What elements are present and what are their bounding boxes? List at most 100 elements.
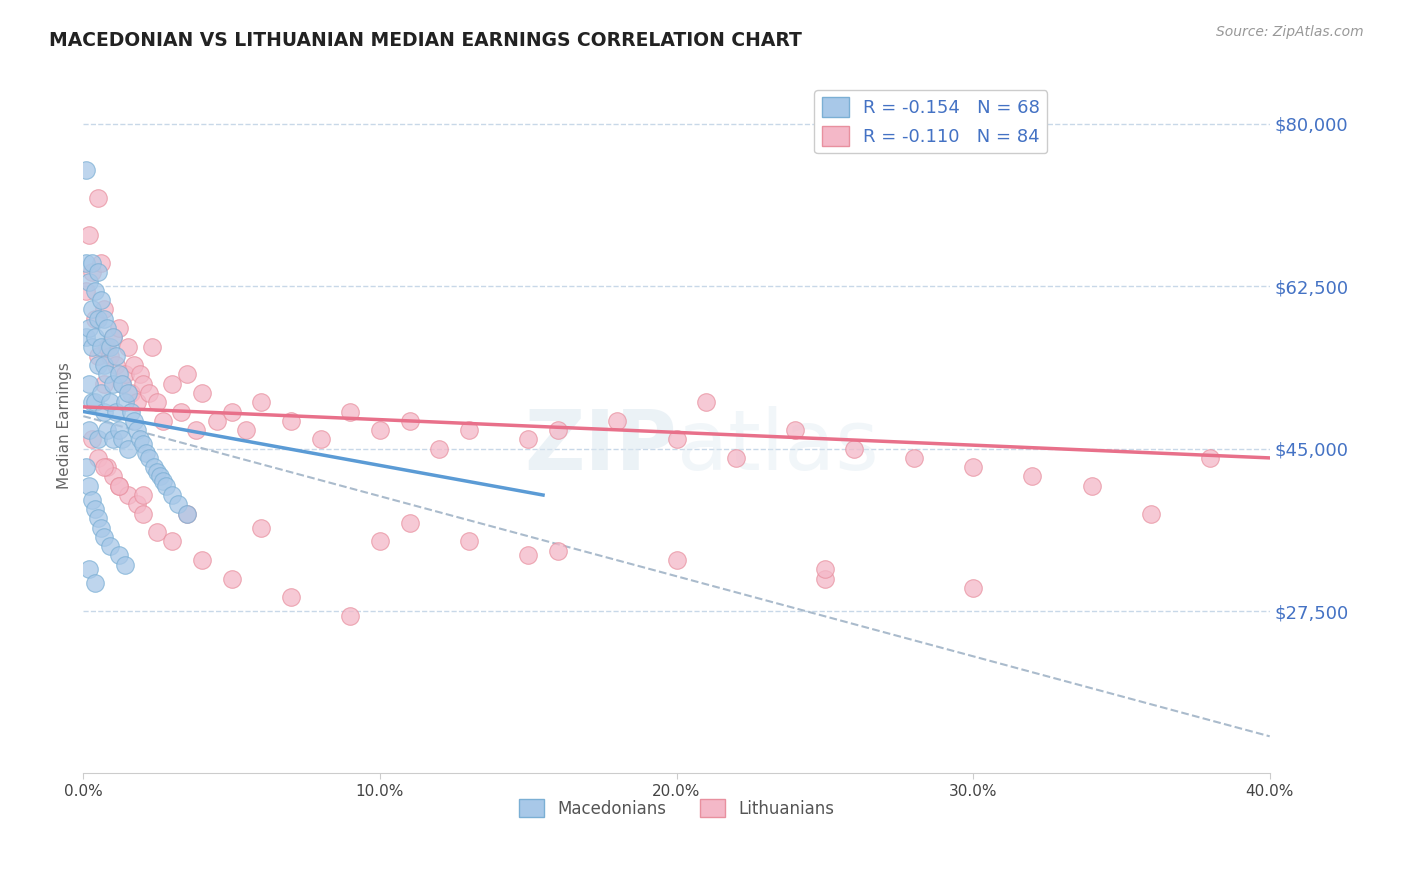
Point (82, 395, 104, 409)
Point (117, 442, 139, 456)
Point (117, 386, 139, 401)
Point (131, 437, 153, 451)
Point (111, 433, 134, 447)
Point (96, 321, 118, 335)
Point (108, 321, 131, 335)
Point (155, 479, 177, 493)
Point (457, 423, 479, 437)
Point (368, 423, 391, 437)
Point (82, 265, 104, 279)
Point (96, 368, 118, 382)
Point (814, 562, 837, 576)
Point (962, 581, 984, 595)
Point (205, 414, 228, 428)
Text: MACEDONIAN VS LITHUANIAN MEDIAN EARNINGS CORRELATION CHART: MACEDONIAN VS LITHUANIAN MEDIAN EARNINGS… (49, 31, 801, 50)
Point (309, 433, 332, 447)
Point (250, 395, 273, 409)
Point (138, 386, 160, 401)
Point (82, 302, 104, 317)
Point (176, 368, 198, 382)
Point (101, 433, 124, 447)
Point (87, 349, 110, 363)
Point (98, 340, 121, 354)
Point (128, 433, 150, 447)
Point (125, 497, 148, 511)
Point (98, 539, 121, 553)
Point (111, 376, 134, 391)
Point (167, 497, 190, 511)
Point (131, 488, 153, 502)
Point (170, 404, 193, 418)
Point (77, 275, 100, 289)
Point (398, 516, 420, 530)
Point (96, 340, 118, 354)
Point (785, 423, 807, 437)
Point (221, 404, 243, 418)
Point (141, 340, 163, 354)
Point (93, 376, 115, 391)
Point (82, 256, 104, 270)
Point (90, 386, 112, 401)
Point (122, 358, 145, 372)
Point (152, 474, 174, 488)
Point (84, 395, 107, 409)
Point (108, 479, 131, 493)
Point (90, 256, 112, 270)
Point (90, 293, 112, 307)
Point (114, 368, 136, 382)
Point (111, 376, 134, 391)
Point (280, 590, 302, 604)
Point (104, 349, 127, 363)
Point (280, 414, 302, 428)
Point (77, 479, 100, 493)
Point (104, 404, 127, 418)
Point (87, 265, 110, 279)
Point (191, 386, 214, 401)
Point (131, 376, 153, 391)
Legend: Macedonians, Lithuanians: Macedonians, Lithuanians (512, 792, 841, 824)
Point (146, 525, 169, 540)
Point (93, 460, 115, 475)
Point (108, 549, 131, 563)
Point (235, 423, 257, 437)
Point (176, 507, 198, 521)
Text: Source: ZipAtlas.com: Source: ZipAtlas.com (1216, 25, 1364, 39)
Point (368, 534, 391, 549)
Point (77, 321, 100, 335)
Point (84, 576, 107, 591)
Point (339, 608, 361, 623)
Point (87, 433, 110, 447)
Point (162, 488, 184, 502)
Point (143, 460, 166, 475)
Point (93, 302, 115, 317)
Point (114, 395, 136, 409)
Text: atlas: atlas (676, 406, 879, 487)
Point (77, 228, 100, 243)
Point (108, 479, 131, 493)
Point (101, 376, 124, 391)
Point (120, 386, 142, 401)
Point (162, 534, 184, 549)
Point (695, 395, 717, 409)
Point (398, 414, 420, 428)
Point (547, 543, 569, 558)
Point (517, 549, 540, 563)
Point (96, 460, 118, 475)
Point (108, 368, 131, 382)
Point (108, 423, 131, 437)
Point (125, 395, 148, 409)
Point (101, 469, 124, 483)
Point (117, 340, 139, 354)
Point (1080, 479, 1102, 493)
Point (517, 433, 540, 447)
Point (184, 423, 207, 437)
Point (457, 534, 479, 549)
Point (176, 507, 198, 521)
Point (84, 311, 107, 326)
Point (84, 330, 107, 344)
Point (87, 358, 110, 372)
Point (90, 520, 112, 534)
Point (93, 404, 115, 418)
Point (101, 330, 124, 344)
Point (77, 562, 100, 576)
